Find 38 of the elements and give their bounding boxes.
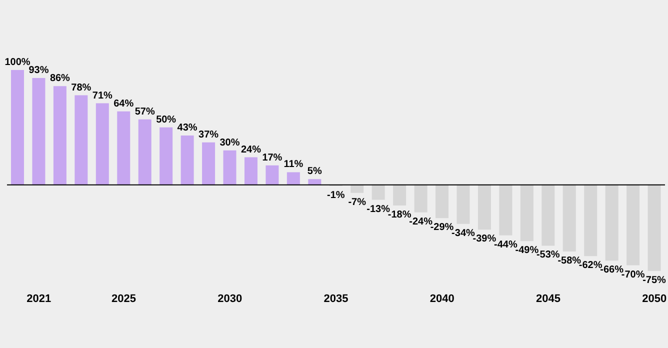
data-label: -53%: [536, 250, 560, 261]
data-label: -70%: [621, 269, 645, 280]
data-label: 30%: [220, 137, 240, 148]
data-label: -75%: [642, 275, 666, 286]
data-label: 86%: [50, 73, 70, 84]
x-tick-label: 2021: [26, 292, 52, 305]
data-label: -62%: [578, 260, 602, 272]
data-label: 100%: [4, 57, 30, 68]
data-label: -44%: [494, 239, 518, 250]
data-label: 57%: [134, 106, 155, 118]
data-label: 50%: [156, 114, 176, 126]
x-tick-label: 2050: [642, 292, 667, 305]
data-label: 24%: [240, 144, 262, 156]
data-label: -49%: [515, 245, 539, 256]
data-label: -1%: [326, 190, 345, 202]
x-tick-label: 2030: [218, 292, 242, 305]
data-label: 64%: [114, 98, 134, 110]
data-label: -7%: [348, 196, 366, 208]
data-label: 43%: [177, 122, 198, 134]
data-label: 78%: [71, 82, 92, 94]
data-label: 37%: [198, 129, 219, 140]
data-label: -13%: [366, 204, 390, 215]
data-label: 71%: [92, 90, 113, 102]
data-label: 17%: [262, 152, 282, 164]
data-label: 5%: [307, 166, 322, 178]
data-label: -18%: [388, 210, 412, 221]
data-label: -58%: [558, 255, 582, 266]
data-label: -39%: [472, 234, 496, 245]
data-label: 93%: [28, 65, 49, 76]
x-tick-label: 2035: [324, 292, 348, 305]
data-label: -24%: [409, 216, 433, 228]
data-label: -34%: [452, 228, 476, 239]
x-tick-label: 2045: [536, 292, 560, 305]
x-tick-label: 2025: [112, 292, 136, 305]
data-label: 11%: [284, 159, 304, 170]
data-label: -29%: [430, 222, 454, 234]
data-label: -66%: [600, 264, 624, 276]
x-tick-label: 2040: [430, 292, 454, 305]
